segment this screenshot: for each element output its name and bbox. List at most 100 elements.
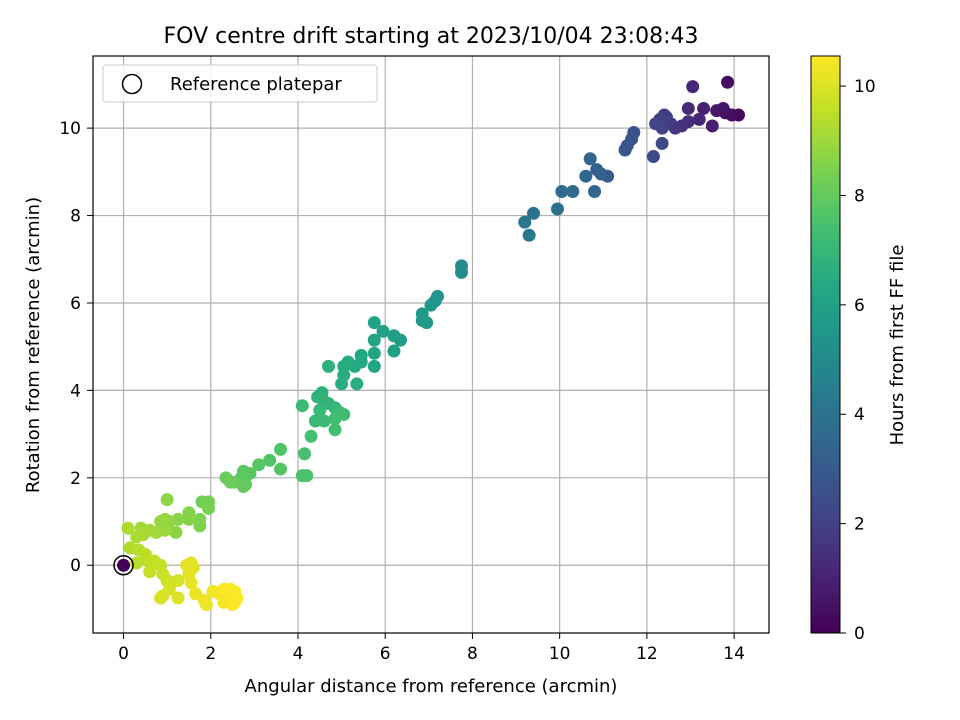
x-tick-label: 12 <box>636 644 658 664</box>
data-point <box>182 512 196 526</box>
data-point <box>518 215 532 229</box>
data-point <box>184 576 198 590</box>
x-axis-ticks: 0 2 4 6 8 10 12 14 <box>118 633 745 664</box>
data-point <box>143 565 157 579</box>
data-point <box>274 442 288 456</box>
x-tick-label: 4 <box>293 644 304 664</box>
data-point <box>697 101 711 115</box>
data-point <box>228 595 242 609</box>
y-axis-ticks: 0 2 4 6 8 10 <box>59 119 93 576</box>
data-point <box>313 403 327 417</box>
data-point <box>223 475 237 489</box>
data-point <box>579 169 593 183</box>
data-point <box>117 558 131 572</box>
y-tick-label: 0 <box>70 556 81 576</box>
reference-marker <box>113 554 134 576</box>
data-point <box>252 458 266 472</box>
data-point <box>387 329 401 343</box>
data-point <box>154 591 168 605</box>
data-point <box>328 423 342 437</box>
colorbar-ticks: 0 2 4 6 8 10 <box>840 77 876 644</box>
data-point <box>328 412 342 426</box>
data-point <box>317 414 331 428</box>
colorbar-tick-label: 10 <box>854 77 876 97</box>
data-point <box>169 525 183 539</box>
data-point <box>199 598 213 612</box>
data-point <box>217 582 231 596</box>
data-point <box>295 399 309 413</box>
legend: Reference platepar <box>102 64 378 103</box>
data-point <box>193 519 207 533</box>
data-point <box>121 521 135 535</box>
data-point <box>618 143 632 157</box>
data-point <box>171 591 185 605</box>
data-point <box>424 298 438 312</box>
data-point <box>550 202 564 216</box>
y-tick-label: 4 <box>70 381 81 401</box>
plot-frame <box>92 55 770 634</box>
colorbar <box>810 55 841 634</box>
data-point <box>322 359 336 373</box>
data-point <box>686 80 700 94</box>
colorbar-tick-label: 8 <box>854 186 865 206</box>
data-point <box>588 185 602 199</box>
data-point <box>721 75 735 89</box>
data-point <box>202 501 216 515</box>
data-point <box>367 316 381 330</box>
scatter-points <box>117 75 745 612</box>
data-point <box>716 101 730 115</box>
data-point <box>350 377 364 391</box>
y-tick-label: 10 <box>59 119 81 139</box>
chart-title: FOV centre drift starting at 2023/10/04 … <box>164 24 699 49</box>
data-point <box>376 324 390 338</box>
y-tick-label: 6 <box>70 294 81 314</box>
data-point <box>555 185 569 199</box>
data-point <box>298 447 312 461</box>
data-point <box>681 101 695 115</box>
data-point <box>583 152 597 166</box>
x-tick-label: 0 <box>118 644 129 664</box>
data-point <box>455 265 469 279</box>
data-point <box>304 429 318 443</box>
data-point <box>566 185 580 199</box>
data-point <box>649 117 663 131</box>
legend-box <box>102 64 378 103</box>
x-axis-label: Angular distance from reference (arcmin) <box>245 676 618 697</box>
data-point <box>526 206 540 220</box>
x-tick-label: 10 <box>549 644 571 664</box>
data-point <box>590 163 604 177</box>
x-tick-label: 14 <box>723 644 745 664</box>
data-point <box>367 346 381 360</box>
x-tick-label: 6 <box>380 644 391 664</box>
x-tick-label: 2 <box>205 644 216 664</box>
reference-point <box>113 554 134 576</box>
data-point <box>274 462 288 476</box>
data-point <box>160 493 174 507</box>
y-axis-label: Rotation from reference (arcmin) <box>23 197 44 493</box>
colorbar-tick-label: 4 <box>854 405 865 425</box>
data-point <box>646 150 660 164</box>
legend-label: Reference platepar <box>170 74 342 95</box>
data-point <box>415 313 429 327</box>
y-tick-label: 8 <box>70 207 81 227</box>
data-point <box>367 359 381 373</box>
data-point <box>387 344 401 358</box>
data-point <box>655 136 669 150</box>
data-point <box>263 453 277 467</box>
colorbar-tick-label: 6 <box>854 296 865 316</box>
data-point <box>367 333 381 347</box>
data-point <box>705 119 719 133</box>
data-point <box>522 228 536 242</box>
legend-marker <box>121 73 143 95</box>
colorbar-label: Hours from first FF file <box>887 245 908 446</box>
data-point <box>171 574 185 588</box>
data-point <box>335 377 349 391</box>
data-point <box>692 112 706 126</box>
colorbar-tick-label: 0 <box>854 624 865 644</box>
data-point <box>130 530 144 544</box>
y-tick-label: 2 <box>70 469 81 489</box>
data-point <box>300 469 314 483</box>
x-tick-label: 8 <box>467 644 478 664</box>
colorbar-tick-label: 2 <box>854 515 865 535</box>
